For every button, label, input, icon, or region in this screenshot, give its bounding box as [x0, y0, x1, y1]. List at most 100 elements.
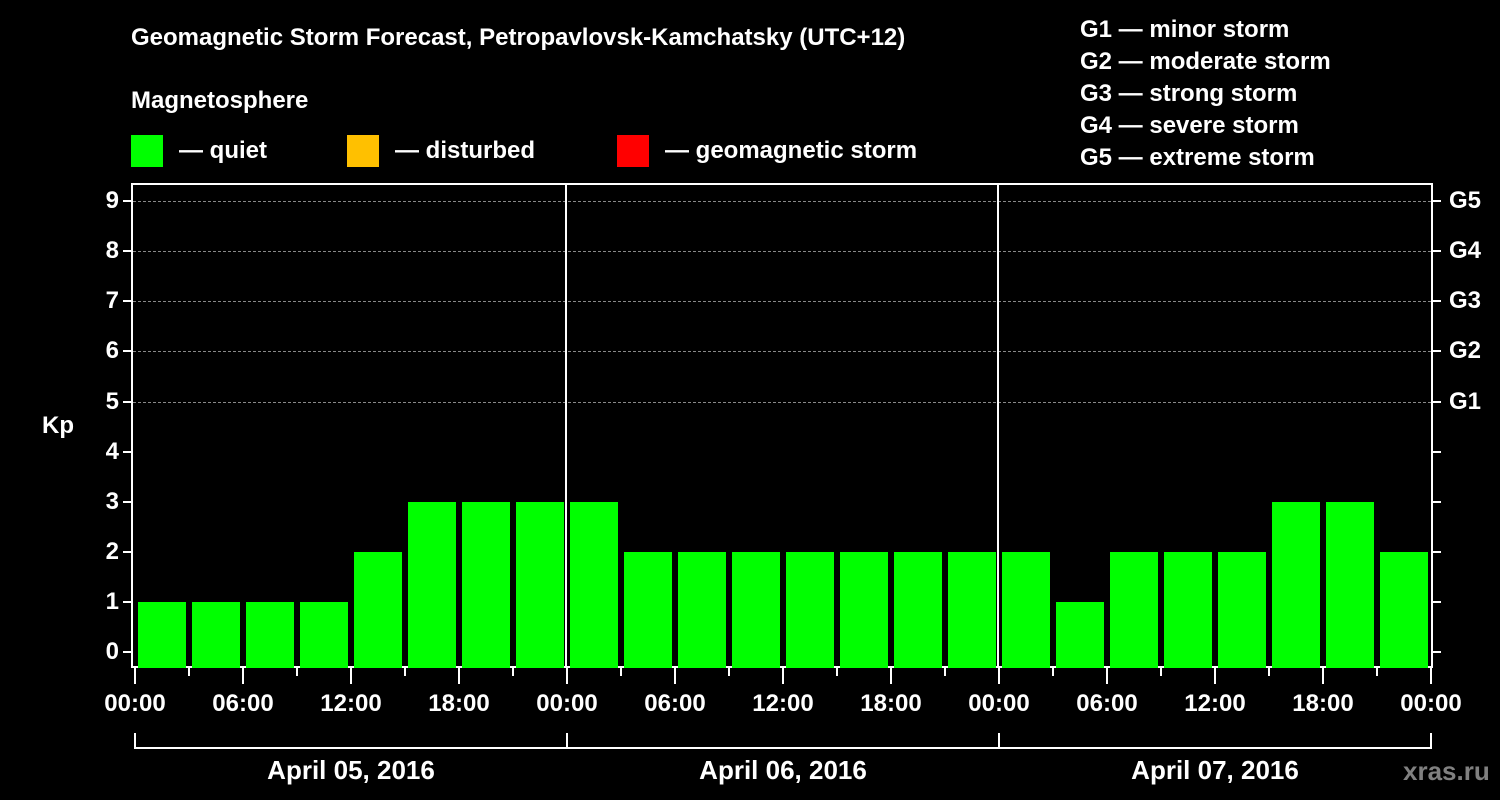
y-axis-label: Kp — [42, 412, 74, 439]
day-bracket-tick — [566, 733, 568, 749]
gridline — [133, 402, 1431, 403]
x-tick-major — [350, 668, 352, 684]
y-tick — [123, 200, 131, 202]
x-tick-minor — [944, 668, 946, 676]
day-divider — [997, 183, 999, 668]
y-tick — [123, 401, 131, 403]
y-tick — [123, 350, 131, 352]
x-tick-major — [1106, 668, 1108, 684]
kp-bar — [678, 552, 726, 668]
legend-disturbed: — disturbed — [347, 135, 535, 167]
x-tick-major — [1214, 668, 1216, 684]
x-tick-major — [134, 668, 136, 684]
kp-bar — [192, 602, 240, 668]
chart-title: Geomagnetic Storm Forecast, Petropavlovs… — [131, 24, 906, 51]
kp-bar — [1110, 552, 1158, 668]
kp-bar — [1056, 602, 1104, 668]
kp-bar — [408, 502, 456, 668]
kp-bar — [840, 552, 888, 668]
right-tick — [1433, 651, 1441, 653]
right-tick — [1433, 451, 1441, 453]
storm-level-g2: G2 — moderate storm — [1080, 48, 1331, 75]
day-label: April 05, 2016 — [267, 755, 435, 785]
kp-bar — [138, 602, 186, 668]
storm-level-g4: G4 — severe storm — [1080, 112, 1299, 139]
x-tick-label: 06:00 — [212, 690, 274, 717]
day-divider — [565, 183, 567, 668]
x-tick-label: 00:00 — [536, 690, 598, 717]
kp-bar — [1218, 552, 1266, 668]
day-bracket-tick — [134, 733, 136, 749]
x-tick-major — [458, 668, 460, 684]
x-tick-major — [890, 668, 892, 684]
storm-level-legend: G1 — minor storm G2 — moderate storm G3 … — [1080, 14, 1331, 174]
right-tick — [1433, 200, 1441, 202]
x-tick-label: 00:00 — [968, 690, 1030, 717]
kp-bar — [948, 552, 996, 668]
x-tick-minor — [1268, 668, 1270, 676]
legend-disturbed-label: — disturbed — [395, 137, 536, 164]
kp-bar — [570, 502, 618, 668]
kp-bar — [246, 602, 294, 668]
x-tick-label: 12:00 — [320, 690, 382, 717]
y-tick — [123, 551, 131, 553]
x-tick-major — [674, 668, 676, 684]
gridline — [133, 251, 1431, 252]
kp-bar — [300, 602, 348, 668]
x-tick-minor — [296, 668, 298, 676]
x-tick-minor — [728, 668, 730, 676]
y-tick-label: 2 — [105, 538, 119, 565]
storm-level-axis-label: G1 — [1449, 388, 1482, 415]
x-tick-label: 06:00 — [1076, 690, 1138, 717]
y-tick — [123, 451, 131, 453]
x-tick-major — [242, 668, 244, 684]
right-tick — [1433, 401, 1441, 403]
right-tick — [1433, 350, 1441, 352]
gridline — [133, 201, 1431, 202]
y-tick-label: 4 — [105, 438, 119, 465]
y-tick-label: 7 — [105, 287, 119, 314]
x-tick-major — [1430, 668, 1432, 684]
x-tick-minor — [1376, 668, 1378, 676]
x-tick-major — [782, 668, 784, 684]
quiet-swatch — [131, 135, 163, 167]
y-tick-label: 0 — [105, 638, 119, 665]
x-tick-minor — [512, 668, 514, 676]
legend-quiet-label: — quiet — [179, 137, 267, 164]
right-tick — [1433, 300, 1441, 302]
day-label: April 06, 2016 — [699, 755, 867, 785]
disturbed-swatch — [347, 135, 379, 167]
x-tick-minor — [1160, 668, 1162, 676]
day-bracket-tick — [998, 733, 1000, 749]
storm-level-axis-label: G3 — [1449, 287, 1482, 314]
day-label: April 07, 2016 — [1131, 755, 1299, 785]
storm-level-g5: G5 — extreme storm — [1080, 144, 1315, 171]
y-tick-label: 5 — [105, 388, 119, 415]
y-tick-label: 8 — [105, 237, 119, 264]
legend-storm-label: — geomagnetic storm — [665, 137, 918, 164]
x-tick-major — [1322, 668, 1324, 684]
y-tick-label: 9 — [105, 187, 119, 214]
kp-bar — [1380, 552, 1428, 668]
y-tick-label: 1 — [105, 588, 119, 615]
kp-bar — [1164, 552, 1212, 668]
storm-level-axis-label: G2 — [1449, 337, 1482, 364]
watermark: xras.ru — [1403, 756, 1490, 786]
y-tick — [123, 651, 131, 653]
x-tick-minor — [404, 668, 406, 676]
kp-bar — [894, 552, 942, 668]
y-tick — [123, 250, 131, 252]
x-tick-label: 12:00 — [1184, 690, 1246, 717]
y-tick — [123, 601, 131, 603]
right-tick — [1433, 501, 1441, 503]
kp-bar — [786, 552, 834, 668]
x-tick-minor — [836, 668, 838, 676]
kp-bar — [354, 552, 402, 668]
gridline — [133, 301, 1431, 302]
right-tick — [1433, 601, 1441, 603]
x-tick-major — [998, 668, 1000, 684]
day-bracket — [134, 747, 1432, 749]
y-tick-label: 3 — [105, 488, 119, 515]
legend-quiet: — quiet — [131, 135, 267, 167]
x-tick-label: 00:00 — [104, 690, 166, 717]
